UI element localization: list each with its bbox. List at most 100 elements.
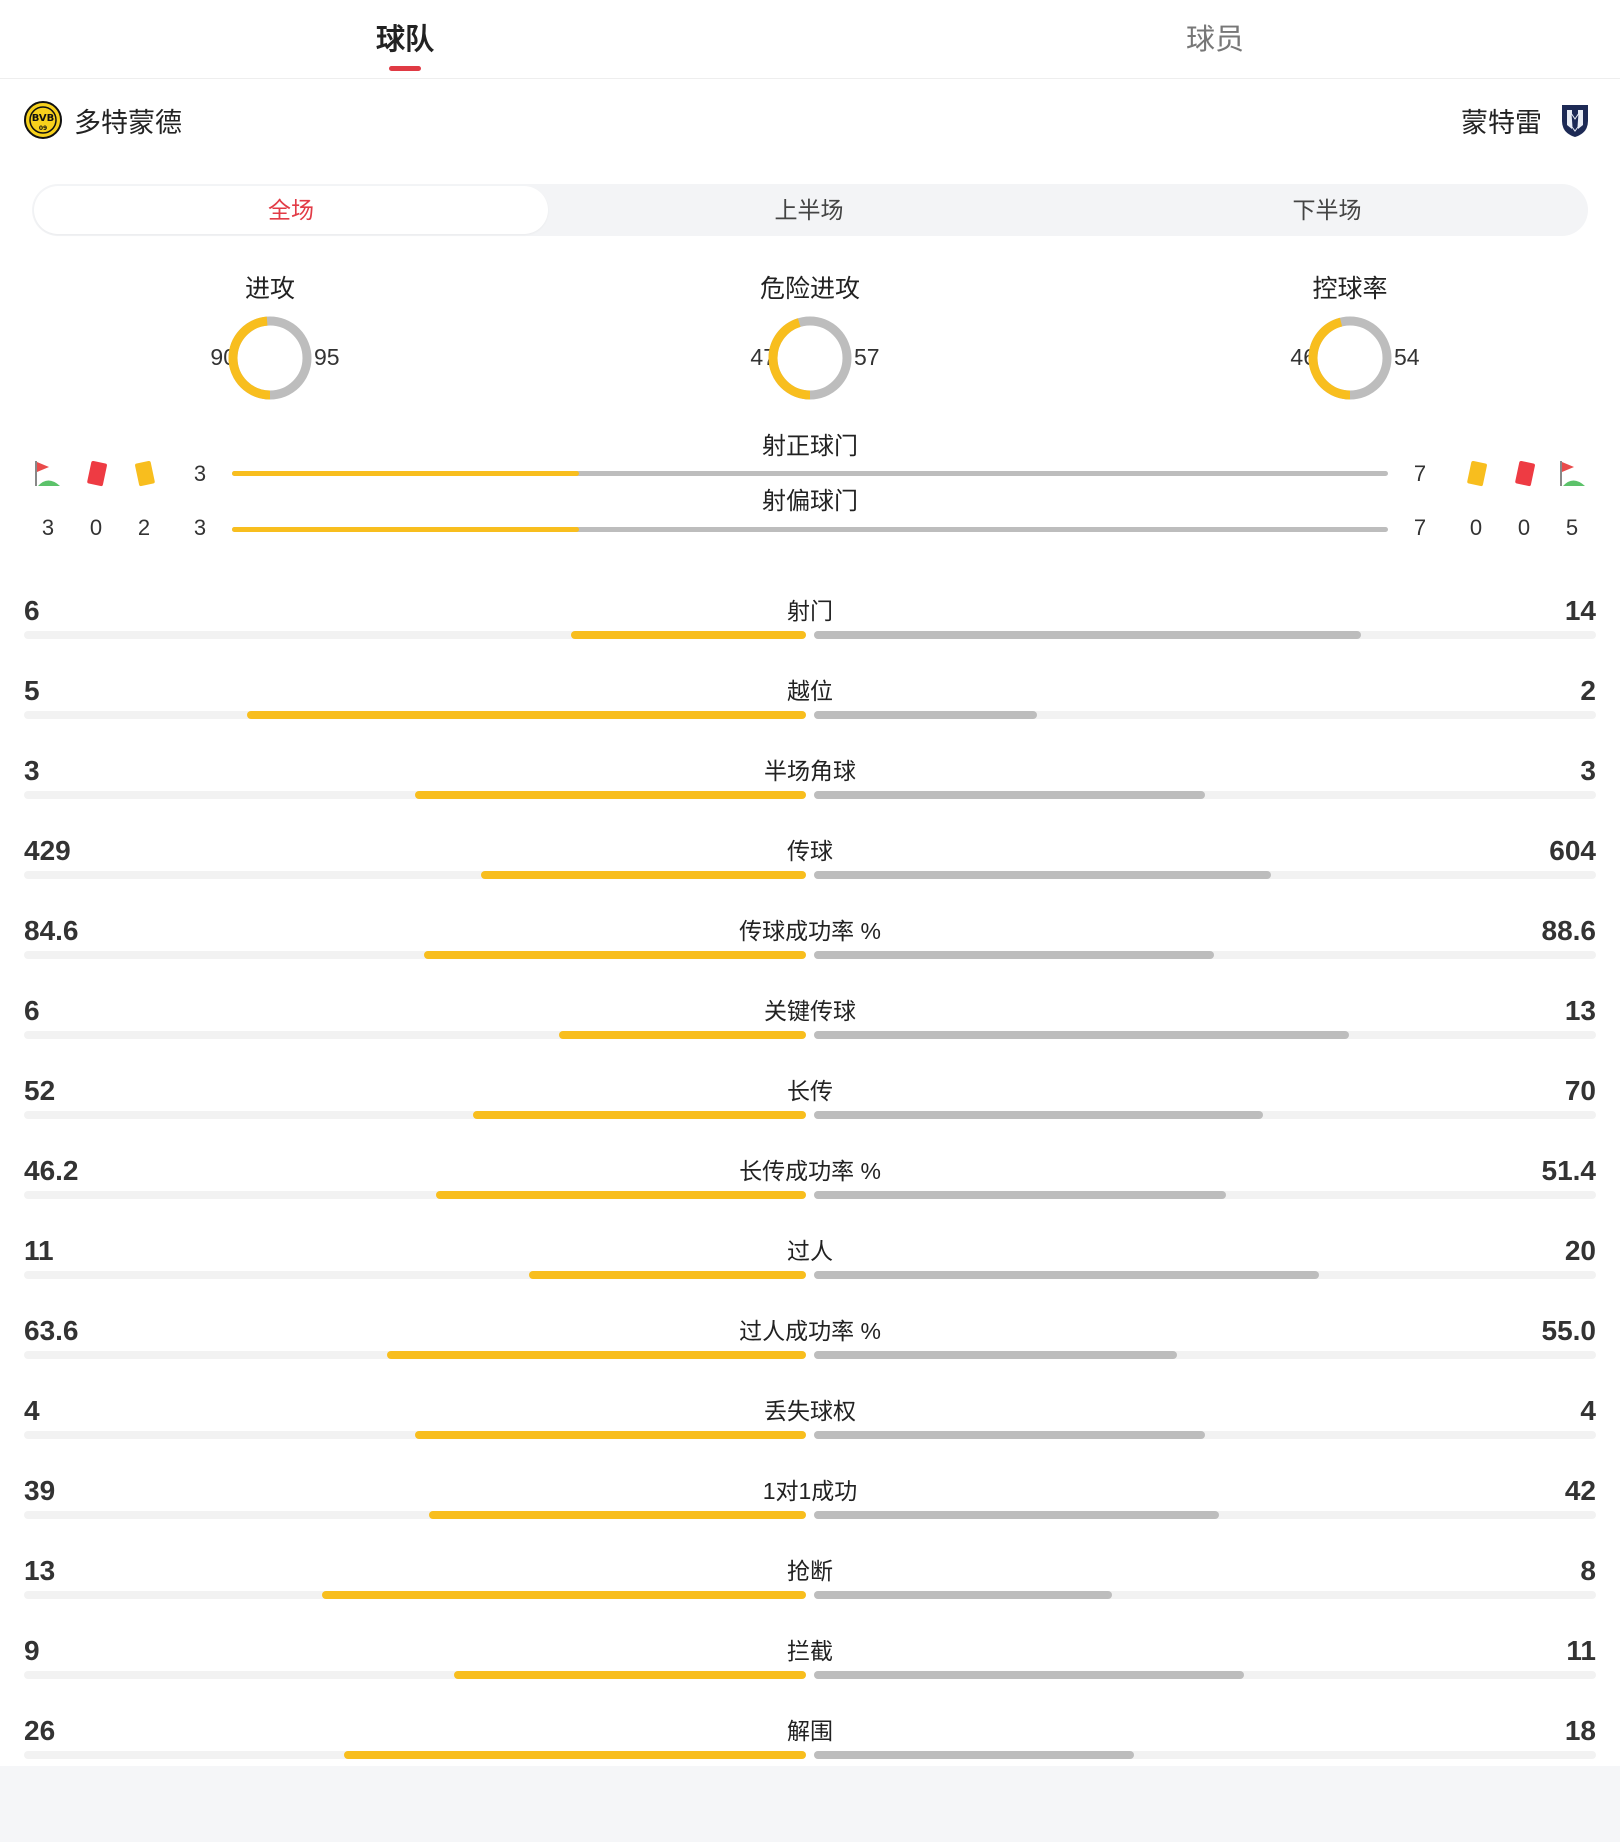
yellow-card-icon: [1467, 460, 1487, 487]
top-tab-bar: 球队 球员: [0, 0, 1620, 79]
monterrey-logo-icon: [1556, 101, 1594, 139]
stat-label: 1对1成功: [762, 1478, 858, 1504]
stat-home-fill: [343, 1751, 806, 1759]
home-team-name: 多特蒙德: [74, 107, 182, 138]
shots-off-target-away: 7: [1413, 515, 1427, 540]
stat-home-track: [24, 1511, 806, 1519]
period-first-half[interactable]: 上半场: [774, 197, 844, 223]
stat-row: 11 过人 20: [24, 1223, 1596, 1303]
stat-home-track: [24, 1351, 806, 1359]
away-team-name: 蒙特雷: [1461, 107, 1542, 138]
stat-home-track: [24, 1191, 806, 1199]
stat-label: 越位: [787, 678, 833, 704]
stat-row: 84.6 传球成功率 % 88.6: [24, 903, 1596, 983]
stat-away-track: [814, 1031, 1596, 1039]
stat-label: 丢失球权: [764, 1398, 856, 1424]
home-yellow-cards: 2: [137, 515, 151, 540]
stat-home-track: [24, 631, 806, 639]
stat-home-track: [24, 1431, 806, 1439]
stat-home-fill: [321, 1591, 806, 1599]
stat-label: 解围: [787, 1718, 833, 1744]
donut-ring: [228, 316, 312, 400]
stat-away-fill: [814, 871, 1272, 879]
stat-home-track: [24, 951, 806, 959]
stat-away-fill: [814, 1031, 1350, 1039]
stat-row: 52 长传 70: [24, 1063, 1596, 1143]
stat-row: 13 抢断 8: [24, 1543, 1596, 1623]
stat-away-track: [814, 631, 1596, 639]
stat-home-value: 4: [24, 1395, 40, 1426]
shots-on-target-label: 射正球门: [762, 433, 858, 460]
stat-home-fill: [559, 1031, 806, 1039]
shots-off-target-home: 3: [193, 515, 207, 540]
donut-possession: 控球率 46 54: [1230, 272, 1470, 412]
stat-home-value: 46.2: [24, 1155, 79, 1186]
stat-row: 6 关键传球 13: [24, 983, 1596, 1063]
stat-home-value: 11: [24, 1235, 54, 1266]
stat-home-value: 84.6: [24, 915, 79, 946]
stat-away-value: 3: [1580, 755, 1596, 786]
stat-home-value: 63.6: [24, 1315, 79, 1346]
donut-title: 进攻: [244, 275, 295, 303]
stat-away-value: 51.4: [1541, 1155, 1597, 1186]
donut-ring: [1308, 316, 1392, 400]
period-second-half[interactable]: 下半场: [1292, 197, 1362, 223]
donut-home-arc: [228, 316, 312, 400]
stat-away-value: 604: [1549, 835, 1596, 866]
away-red-cards: 0: [1517, 515, 1531, 540]
stat-away-value: 70: [1564, 1075, 1596, 1106]
stat-home-value: 13: [24, 1555, 56, 1586]
stat-home-value: 3: [24, 755, 40, 786]
stat-away-track: [814, 1191, 1596, 1199]
stat-row: 6 射门 14: [24, 583, 1596, 663]
stat-home-fill: [481, 871, 806, 879]
stat-away-fill: [814, 1751, 1134, 1759]
stat-away-fill: [814, 1271, 1319, 1279]
stat-home-fill: [571, 631, 806, 639]
stat-row: 63.6 过人成功率 % 55.0: [24, 1303, 1596, 1383]
stat-label: 长传: [787, 1078, 833, 1104]
period-full[interactable]: 全场: [34, 186, 548, 234]
yellow-card-icon: [135, 460, 155, 487]
stat-home-track: [24, 1111, 806, 1119]
stat-away-value: 20: [1564, 1235, 1596, 1266]
stat-row: 9 拦截 11: [24, 1623, 1596, 1703]
stat-home-value: 9: [24, 1635, 40, 1666]
stat-away-track: [814, 1351, 1596, 1359]
stat-home-fill: [435, 1191, 806, 1199]
donut-away-value: 54: [1394, 344, 1420, 370]
stat-home-fill: [424, 951, 806, 959]
stat-label: 过人: [787, 1238, 833, 1264]
donut-home-arc: [768, 316, 852, 400]
shots-off-target-label: 射偏球门: [762, 488, 858, 515]
stat-row: 5 越位 2: [24, 663, 1596, 743]
shot-home-fill: [232, 527, 579, 532]
stat-home-track: [24, 791, 806, 799]
stat-away-value: 13: [1564, 995, 1596, 1026]
stat-away-track: [814, 1111, 1596, 1119]
home-team[interactable]: BVB 09 多特蒙德: [24, 100, 182, 140]
stat-away-track: [814, 951, 1596, 959]
stat-away-track: [814, 1511, 1596, 1519]
stat-home-fill: [415, 791, 806, 799]
shots-off-target-bar: [232, 527, 1388, 532]
stat-away-track: [814, 1431, 1596, 1439]
stat-row: 3 半场角球 3: [24, 743, 1596, 823]
donut-attack: 进攻 90 95: [150, 272, 390, 412]
stat-home-fill: [429, 1511, 806, 1519]
stat-home-value: 6: [24, 995, 40, 1026]
tab-team[interactable]: 球队: [375, 24, 434, 56]
stats-panel: 球队 球员 BVB 09 多特蒙德 蒙特雷 全场 上半场: [0, 0, 1620, 1759]
stat-row: 26 解围 18: [24, 1703, 1596, 1783]
stat-home-fill: [247, 711, 806, 719]
donut-home-arc: [1308, 316, 1392, 400]
stat-label: 抢断: [787, 1558, 833, 1584]
stat-away-track: [814, 791, 1596, 799]
tab-player[interactable]: 球员: [1185, 24, 1244, 56]
donut-ring: [768, 316, 852, 400]
stat-label: 半场角球: [764, 758, 856, 784]
away-team[interactable]: 蒙特雷: [1461, 100, 1594, 140]
stat-home-fill: [472, 1111, 806, 1119]
stat-home-track: [24, 1031, 806, 1039]
stat-away-track: [814, 711, 1596, 719]
